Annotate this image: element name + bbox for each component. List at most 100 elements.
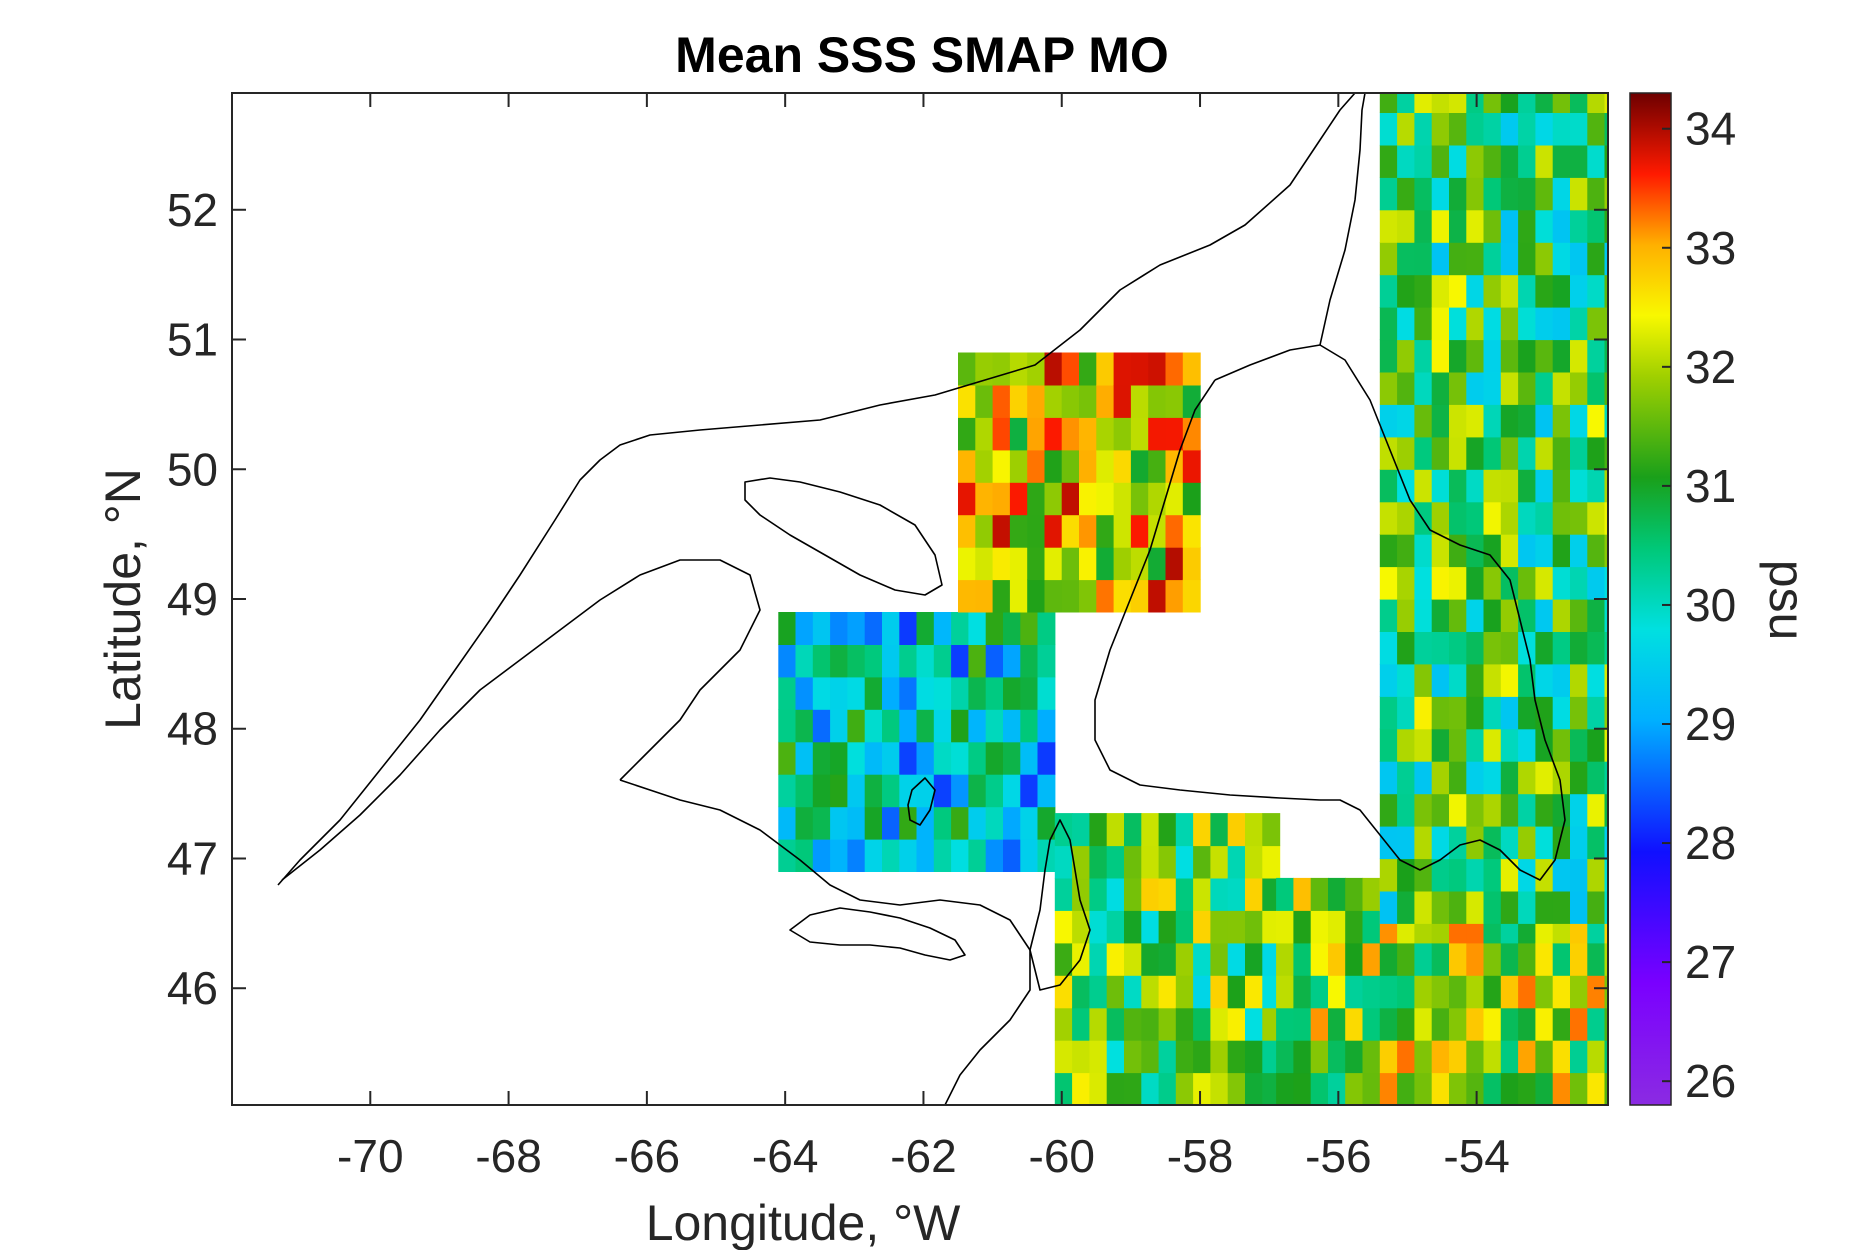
sss-cell (1276, 1007, 1294, 1041)
sss-cell (830, 612, 848, 645)
sss-cell (1552, 858, 1571, 892)
sss-cell (1106, 975, 1125, 1009)
sss-cell (1003, 644, 1021, 678)
sss-cell (1414, 242, 1433, 276)
sss-cell (1449, 761, 1467, 795)
sss-cell (1414, 942, 1433, 976)
sss-cell (1483, 307, 1502, 341)
sss-cell (1227, 1040, 1246, 1074)
sss-cell (1009, 417, 1028, 451)
sss-cell (1518, 209, 1536, 243)
sss-cell (1604, 436, 1608, 470)
sss-cell (1089, 813, 1108, 847)
sss-cell (1148, 384, 1167, 418)
sss-cell (1604, 501, 1608, 535)
sss-cell (1570, 599, 1588, 632)
sss-cell (1414, 371, 1433, 405)
sss-cell (1414, 436, 1433, 470)
sss-cell (1552, 1072, 1571, 1105)
sss-cell (864, 709, 883, 743)
sss-cell (1414, 209, 1433, 243)
sss-cell (1414, 1007, 1433, 1041)
sss-cell (1193, 942, 1211, 976)
sss-cell (1165, 547, 1184, 581)
sss-cell (1570, 177, 1588, 211)
sss-cell (1276, 1040, 1294, 1074)
sss-cell (1587, 1040, 1606, 1074)
sss-cell (1570, 942, 1588, 976)
sss-cell (1449, 696, 1467, 730)
plot-area: -70 -68 -66 -64 -62 -60 -58 -56 -54 46 47 48 49 50 51… (167, 92, 1609, 1182)
sss-cell (1483, 793, 1502, 827)
sss-cell (1397, 371, 1415, 405)
sss-cell (1552, 501, 1571, 535)
sss-cell (1397, 975, 1415, 1009)
sss-cell (1500, 663, 1519, 697)
sss-cell (1141, 1007, 1160, 1041)
sss-cell (882, 774, 900, 808)
sss-cell (1061, 514, 1080, 548)
sss-cell (778, 774, 797, 808)
sss-cell (992, 352, 1011, 386)
coastline-anticosti (744, 477, 943, 596)
sss-cell (1397, 209, 1415, 243)
sss-cell (1262, 942, 1281, 976)
sss-cell (1245, 877, 1263, 911)
y-tick-label: 51 (167, 314, 218, 366)
sss-cell (1379, 209, 1398, 243)
sss-cell (1500, 826, 1519, 860)
sss-cell (1397, 793, 1415, 827)
sss-cell (1044, 352, 1063, 386)
sss-cell (1193, 1072, 1211, 1105)
sss-cell (1027, 417, 1046, 451)
sss-cell (1072, 1007, 1090, 1041)
sss-cell (1604, 858, 1608, 892)
sss-cell (1106, 942, 1125, 976)
sss-cell (1604, 144, 1608, 178)
sss-cell (1535, 371, 1554, 405)
sss-cell (1604, 534, 1608, 568)
sss-cell (951, 741, 969, 775)
sss-cell (1449, 975, 1467, 1009)
sss-cell (1379, 501, 1398, 535)
sss-cell (958, 352, 976, 386)
sss-cell (1587, 663, 1606, 697)
sss-cell (1345, 1007, 1364, 1041)
sss-cell (1449, 663, 1467, 697)
sss-cell (1262, 975, 1281, 1009)
sss-cell (1328, 1072, 1346, 1105)
sss-cell (1500, 1007, 1519, 1041)
sss-cell (1518, 696, 1536, 730)
sss-cell (1466, 112, 1485, 146)
sss-cell (933, 612, 952, 645)
sss-cell (1113, 547, 1132, 581)
sss-cell (1535, 599, 1554, 632)
sss-cell (1518, 975, 1536, 1009)
sss-cell (1362, 1040, 1381, 1074)
coastline-magdalen-islands (907, 777, 936, 826)
sss-cell (1379, 761, 1398, 795)
sss-cell (1518, 371, 1536, 405)
sss-cell (795, 709, 814, 743)
sss-cell (1466, 144, 1485, 178)
sss-cell (1245, 942, 1263, 976)
sss-cell (1009, 449, 1028, 483)
sss-cell (1158, 910, 1177, 944)
sss-cell (1276, 942, 1294, 976)
sss-cell (1466, 631, 1485, 665)
sss-cell (1570, 631, 1588, 665)
sss-cell (1414, 404, 1433, 438)
sss-cell (1210, 877, 1229, 911)
sss-cell (1414, 696, 1433, 730)
sss-cell (812, 806, 831, 840)
sss-cell (1483, 93, 1502, 113)
sss-cell (958, 384, 976, 418)
sss-cell (1604, 404, 1608, 438)
sss-cell (1570, 339, 1588, 373)
sss-cell (1535, 663, 1554, 697)
sss-cell (1227, 942, 1246, 976)
sss-cell (985, 806, 1004, 840)
sss-cell (1431, 469, 1450, 503)
sss-cell (1604, 112, 1608, 146)
sss-cell (1165, 352, 1184, 386)
